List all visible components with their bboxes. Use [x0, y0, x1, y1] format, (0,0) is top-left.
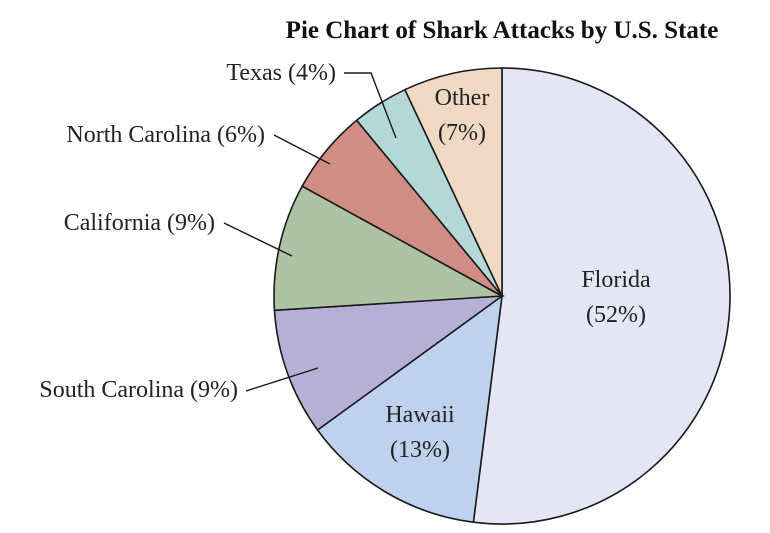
leader-south-carolina: [245, 367, 319, 392]
chart-title: Pie Chart of Shark Attacks by U.S. State: [286, 17, 719, 44]
slice-south-carolina: [273, 295, 505, 432]
slice-california: [273, 185, 505, 312]
label-hawaii: Hawaii: [385, 402, 455, 428]
label-hawaii-percent: (13%): [390, 437, 450, 463]
label-other: Other: [435, 85, 490, 111]
slice-other: [403, 67, 503, 297]
leader-north-carolina: [273, 134, 331, 165]
slice-labels: Florida (52%) Hawaii (13%) South Carolina (9…: [39, 60, 651, 463]
leader-california: [223, 222, 293, 257]
label-other-percent: (7%): [438, 120, 486, 146]
slice-florida: [472, 67, 731, 525]
label-north-carolina: North Carolina (6%): [66, 122, 265, 148]
leader-texas: [344, 72, 397, 139]
label-california: California (9%): [64, 210, 215, 236]
slice-hawaii: [316, 294, 504, 524]
leader-lines: [223, 72, 397, 392]
label-south-carolina: South Carolina (9%): [39, 377, 238, 403]
label-florida: Florida: [581, 267, 651, 293]
label-texas: Texas (4%): [226, 60, 336, 86]
pie-slices: [273, 67, 731, 525]
label-florida-percent: (52%): [586, 302, 646, 328]
